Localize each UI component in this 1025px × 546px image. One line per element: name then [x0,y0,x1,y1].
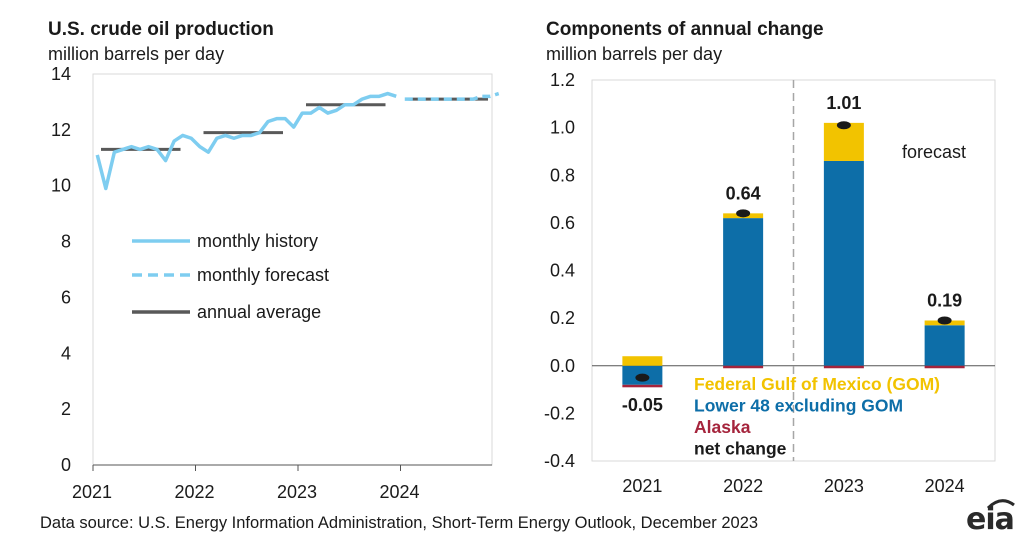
right-y-tick-label: 1.2 [550,70,575,90]
legend-gom-label: Federal Gulf of Mexico (GOM) [694,374,940,394]
right-y-tick-label: 0.0 [550,356,575,376]
legend-net-change-label: net change [694,439,787,459]
right-x-tick-label: 2024 [925,476,965,496]
left-y-tick-label: 12 [51,120,71,140]
legend-forecast-label: monthly forecast [197,265,329,285]
net-change-marker [635,373,650,382]
right-chart-subtitle: million barrels per day [546,44,723,64]
alaska-bar-segment [924,365,965,369]
left-y-tick-label: 6 [61,287,71,307]
legend-history-label: monthly history [197,231,318,251]
alaska-bar-segment [622,384,663,388]
lower48-bar-segment [924,325,965,366]
right-y-tick-label: 0.4 [550,261,575,281]
left-y-tick-label: 4 [61,343,71,363]
net-change-marker [836,121,851,130]
lower48-bar-segment [723,218,764,366]
alaska-bar-segment [823,365,864,369]
monthly-history-line [95,91,397,191]
net-change-label: 1.01 [826,93,861,113]
forecast-annotation: forecast [902,142,966,162]
right-y-tick-label: 0.2 [550,308,575,328]
left-x-tick-label: 2024 [379,482,419,502]
right-x-tick-label: 2021 [622,476,662,496]
left-y-tick-label: 0 [61,455,71,475]
left-x-tick-label: 2023 [277,482,317,502]
right-x-tick-label: 2022 [723,476,763,496]
gom-bar-segment [622,356,663,366]
right-y-tick-label: -0.2 [544,403,575,423]
right-x-tick-label: 2023 [824,476,864,496]
right-y-tick-label: 1.0 [550,118,575,138]
legend-lower48-label: Lower 48 excluding GOM [694,396,903,416]
left-x-tick-label: 2021 [72,482,112,502]
left-y-tick-label: 2 [61,399,71,419]
net-change-marker [736,209,751,218]
eia-logo-arc-icon [986,499,1015,509]
net-change-label: 0.64 [726,183,761,203]
right-y-tick-label: 0.8 [550,165,575,185]
right-y-tick-label: 0.6 [550,213,575,233]
alaska-bar-segment [723,365,764,369]
left-x-tick-label: 2022 [174,482,214,502]
right-chart-title: Components of annual change [546,19,824,40]
legend-alaska-label: Alaska [694,417,751,437]
net-change-marker [937,316,952,325]
left-chart-title: U.S. crude oil production [48,19,274,40]
left-y-tick-label: 8 [61,232,71,252]
legend-annual-label: annual average [197,302,321,322]
right-y-tick-label: -0.4 [544,451,575,471]
net-change-label: -0.05 [622,395,663,415]
left-y-tick-label: 14 [51,64,71,84]
left-chart-subtitle: million barrels per day [48,44,225,64]
eia-logo: eia [966,502,1015,537]
data-source-footnote: Data source: U.S. Energy Information Adm… [40,514,759,532]
net-change-label: 0.19 [927,291,962,311]
left-y-tick-label: 10 [51,176,71,196]
monthly-forecast-line [404,91,500,101]
lower48-bar-segment [823,160,864,366]
